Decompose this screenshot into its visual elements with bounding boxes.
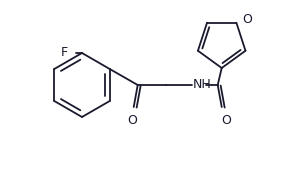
Text: F: F [61, 45, 68, 58]
Text: O: O [127, 114, 137, 127]
Text: NH: NH [193, 78, 211, 90]
Text: O: O [221, 114, 231, 127]
Text: O: O [242, 13, 252, 26]
